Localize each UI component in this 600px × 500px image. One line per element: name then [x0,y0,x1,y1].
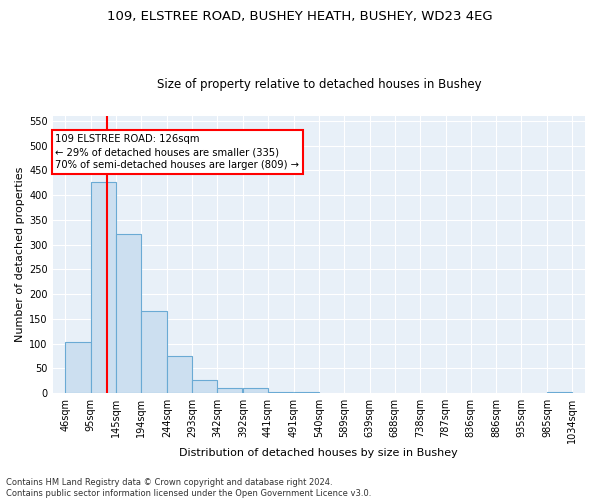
Bar [268,392,293,393]
Y-axis label: Number of detached properties: Number of detached properties [15,167,25,342]
Bar [293,392,319,393]
Text: 109 ELSTREE ROAD: 126sqm
← 29% of detached houses are smaller (335)
70% of semi-: 109 ELSTREE ROAD: 126sqm ← 29% of detach… [55,134,299,170]
Bar [243,388,268,393]
X-axis label: Distribution of detached houses by size in Bushey: Distribution of detached houses by size … [179,448,458,458]
Bar [217,388,242,393]
Text: Contains HM Land Registry data © Crown copyright and database right 2024.
Contai: Contains HM Land Registry data © Crown c… [6,478,371,498]
Title: Size of property relative to detached houses in Bushey: Size of property relative to detached ho… [157,78,481,91]
Bar [142,312,167,393]
Bar [547,392,572,393]
Bar [116,234,142,393]
Text: 109, ELSTREE ROAD, BUSHEY HEATH, BUSHEY, WD23 4EG: 109, ELSTREE ROAD, BUSHEY HEATH, BUSHEY,… [107,10,493,23]
Bar [91,182,116,393]
Bar [167,356,192,393]
Bar [65,342,91,393]
Bar [192,380,217,393]
